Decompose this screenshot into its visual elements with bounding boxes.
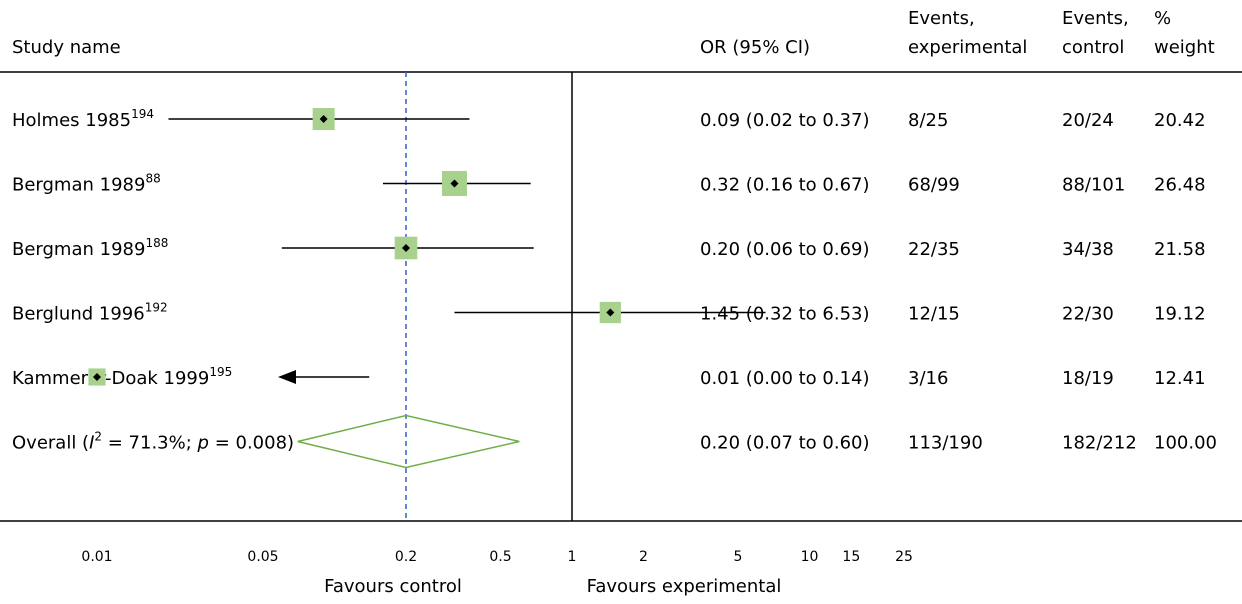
study-label: Berglund 1996192 xyxy=(12,301,168,325)
x-tick-label: 1 xyxy=(568,549,577,565)
weight-value: 19.12 xyxy=(1154,304,1206,325)
weight-value: 26.48 xyxy=(1154,175,1206,196)
or-ci-value: 0.20 (0.06 to 0.69) xyxy=(700,239,870,260)
overall-events-experimental: 113/190 xyxy=(908,433,983,454)
overall-weight-value: 100.00 xyxy=(1154,433,1217,454)
overall-events-control: 182/212 xyxy=(1062,433,1137,454)
study-name: Holmes 1985 xyxy=(12,110,131,131)
study-reference: 188 xyxy=(145,236,168,250)
header-weight-line2: weight xyxy=(1154,37,1215,58)
events-control: 34/38 xyxy=(1062,239,1114,260)
overall-diamond xyxy=(297,414,520,469)
i2-symbol: I xyxy=(89,433,94,454)
study-name: Kammerer-Doak 1999 xyxy=(12,368,209,389)
or-ci-value: 0.01 (0.00 to 0.14) xyxy=(700,368,870,389)
study-label: Kammerer-Doak 1999195 xyxy=(12,365,232,389)
study-name: Berglund 1996 xyxy=(12,304,145,325)
events-control: 22/30 xyxy=(1062,304,1114,325)
or-ci-value: 0.32 (0.16 to 0.67) xyxy=(700,175,870,196)
x-tick-label: 5 xyxy=(734,549,743,565)
weight-value: 12.41 xyxy=(1154,368,1206,389)
header-study-name: Study name xyxy=(12,37,121,58)
point-estimate xyxy=(93,373,101,381)
overall-label: Overall (I2 = 71.3%; p = 0.008) xyxy=(12,430,294,454)
study-label: Bergman 1989188 xyxy=(12,236,168,260)
header-events-ctl-line1: Events, xyxy=(1062,8,1129,29)
point-estimate xyxy=(401,244,410,252)
events-control: 20/24 xyxy=(1062,110,1114,131)
study-reference: 88 xyxy=(145,172,160,186)
study-name: Bergman 1989 xyxy=(12,239,145,260)
study-reference: 195 xyxy=(209,365,232,379)
study-name: Bergman 1989 xyxy=(12,175,145,196)
study-label: Holmes 1985194 xyxy=(12,107,154,131)
point-estimate xyxy=(319,115,328,123)
events-experimental: 22/35 xyxy=(908,239,960,260)
overall-row: Overall (I2 = 71.3%; p = 0.008) 0.20 (0.0… xyxy=(12,414,1217,469)
study-row: Berglund 1996192 1.45 (0.32 to 6.53) 12/15… xyxy=(12,301,1206,325)
x-tick-label: 25 xyxy=(895,549,913,565)
events-control: 88/101 xyxy=(1062,175,1125,196)
point-estimate xyxy=(450,179,459,188)
events-experimental: 12/15 xyxy=(908,304,960,325)
x-tick-label: 15 xyxy=(842,549,860,565)
x-tick-label: 2 xyxy=(639,549,648,565)
header-events-exp-line2: experimental xyxy=(908,37,1027,58)
or-ci-value: 0.09 (0.02 to 0.37) xyxy=(700,110,870,131)
point-estimate xyxy=(606,308,615,317)
favours-experimental-label: Favours experimental xyxy=(587,576,782,597)
header-or: OR (95% CI) xyxy=(700,37,810,58)
study-reference: 192 xyxy=(145,301,168,315)
x-tick-label: 10 xyxy=(801,549,819,565)
events-experimental: 8/25 xyxy=(908,110,948,131)
x-tick-label: 0.05 xyxy=(247,549,278,565)
x-tick-label: 0.5 xyxy=(489,549,511,565)
p-symbol: p xyxy=(197,433,209,454)
i2-value: = 71.3%; xyxy=(102,433,198,454)
header-weight-line1: % xyxy=(1154,8,1171,29)
ci-arrow xyxy=(278,370,296,384)
header-events-exp-line1: Events, xyxy=(908,8,975,29)
favours-control-label: Favours control xyxy=(324,576,462,597)
overall-prefix: Overall ( xyxy=(12,433,89,454)
events-control: 18/19 xyxy=(1062,368,1114,389)
or-ci-value: 1.45 (0.32 to 6.53) xyxy=(700,304,870,325)
study-row: Holmes 1985194 0.09 (0.02 to 0.37) 8/25 20/… xyxy=(12,107,1206,131)
header-events-ctl-line2: control xyxy=(1062,37,1124,58)
study-row: Bergman 1989188 0.20 (0.06 to 0.69) 22/35 3… xyxy=(12,236,1206,260)
x-tick-label: 0.2 xyxy=(395,549,417,565)
events-experimental: 68/99 xyxy=(908,175,960,196)
events-experimental: 3/16 xyxy=(908,368,948,389)
x-tick-label: 0.01 xyxy=(81,549,112,565)
p-value: = 0.008) xyxy=(209,433,294,454)
overall-or-ci-value: 0.20 (0.07 to 0.60) xyxy=(700,433,870,454)
study-label: Bergman 198988 xyxy=(12,172,161,196)
study-row: Kammerer-Doak 1999195 0.01 (0.00 to 0.14)… xyxy=(12,365,1206,389)
i2-superscript: 2 xyxy=(94,430,102,444)
weight-value: 21.58 xyxy=(1154,239,1206,260)
weight-value: 20.42 xyxy=(1154,110,1206,131)
study-reference: 194 xyxy=(131,107,154,121)
study-row: Bergman 198988 0.32 (0.16 to 0.67) 68/99 88… xyxy=(12,170,1206,197)
